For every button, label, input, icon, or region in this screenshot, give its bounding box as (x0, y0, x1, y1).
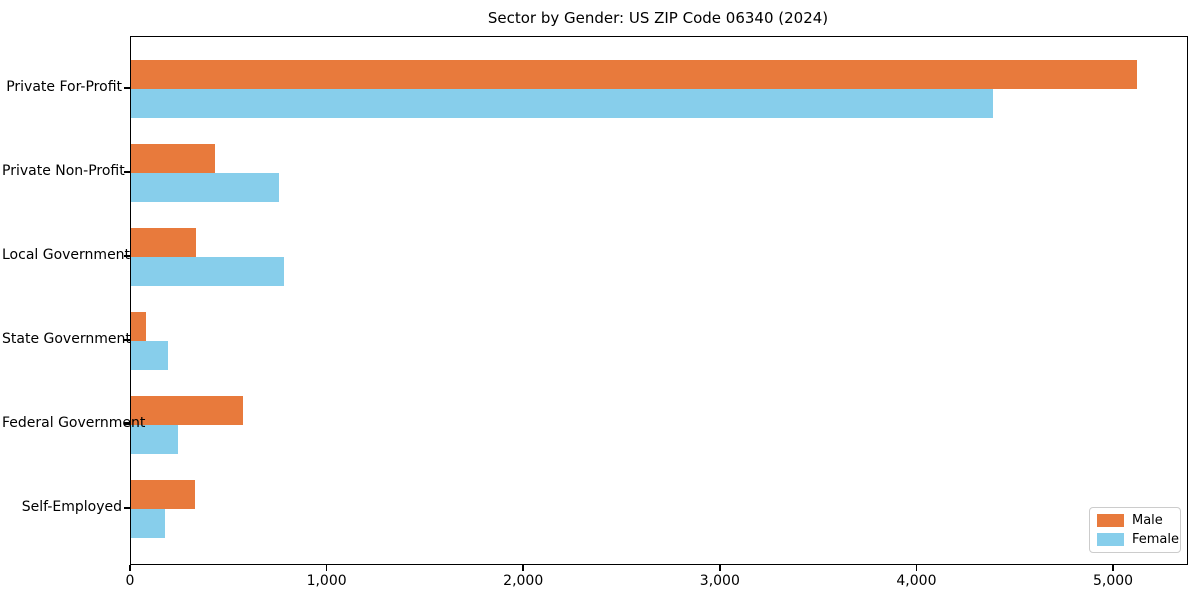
y-tick-mark (124, 255, 130, 257)
x-tick-label: 3,000 (699, 573, 740, 589)
bar-female-3 (131, 341, 169, 370)
x-tick-mark (129, 565, 131, 571)
x-tick-label: 2,000 (503, 573, 544, 589)
x-tick-mark (915, 565, 918, 571)
bar-male-3 (131, 312, 146, 341)
x-tick-label: 5,000 (1093, 573, 1134, 589)
y-tick-mark (124, 87, 130, 89)
bar-female-0 (131, 89, 994, 118)
x-tick-mark (719, 565, 721, 571)
bar-male-4 (131, 396, 244, 425)
x-tick-mark (522, 565, 525, 571)
y-tick-label: Local Government (2, 247, 131, 263)
legend-label-male: Male (1132, 513, 1163, 528)
legend-row-male: Male (1097, 513, 1173, 528)
x-tick-mark (325, 565, 328, 571)
bar-female-2 (131, 257, 285, 286)
bar-male-1 (131, 144, 215, 173)
bar-male-2 (131, 228, 196, 257)
y-tick-label: Private For-Profit (6, 79, 122, 95)
x-tick-label: 0 (125, 573, 135, 589)
legend-swatch-female (1097, 533, 1124, 546)
bar-male-5 (131, 480, 195, 509)
y-tick-mark (124, 171, 130, 173)
y-tick-label: Private Non-Profit (2, 163, 125, 179)
legend: Male Female (1089, 507, 1181, 553)
x-tick-mark (1112, 565, 1114, 571)
bar-female-1 (131, 173, 280, 202)
bar-male-0 (131, 60, 1137, 89)
y-tick-mark (124, 339, 130, 341)
legend-swatch-male (1097, 514, 1124, 527)
y-tick-mark (124, 423, 130, 425)
y-tick-label: Self-Employed (21, 499, 122, 515)
y-tick-label: State Government (2, 331, 131, 347)
chart-title: Sector by Gender: US ZIP Code 06340 (202… (487, 9, 829, 27)
y-tick-label: Federal Government (2, 415, 146, 431)
x-tick-label: 4,000 (896, 573, 937, 589)
plot-area (130, 36, 1188, 565)
bar-female-5 (131, 509, 166, 538)
legend-row-female: Female (1097, 532, 1179, 547)
y-tick-mark (124, 507, 130, 509)
legend-label-female: Female (1132, 532, 1180, 547)
bar-female-4 (131, 425, 179, 454)
x-tick-label: 1,000 (306, 573, 347, 589)
